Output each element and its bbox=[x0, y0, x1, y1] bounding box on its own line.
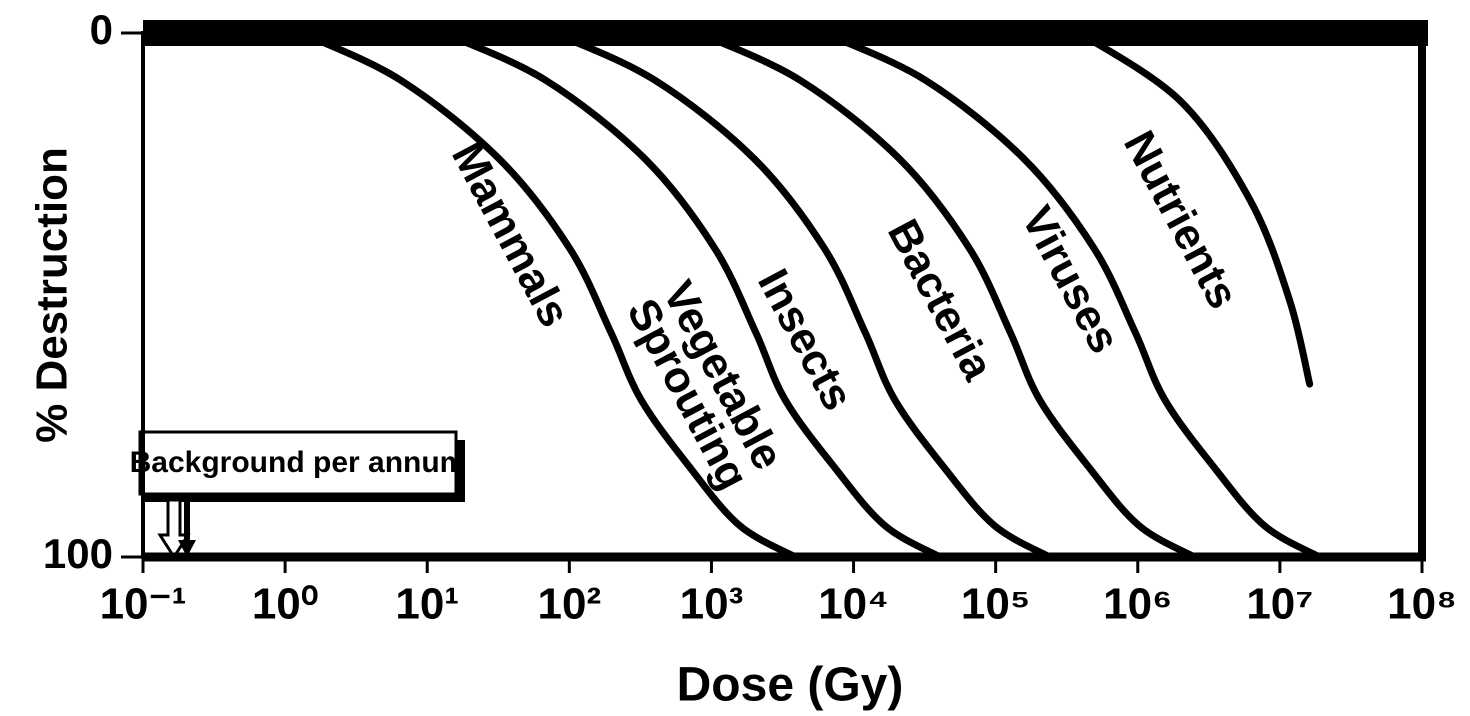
curve bbox=[297, 29, 799, 561]
curve bbox=[550, 29, 1054, 561]
x-tick-label: 10⁸ bbox=[1387, 580, 1457, 629]
annotation-box bbox=[138, 430, 458, 496]
annotation: Background per annum bbox=[130, 446, 467, 479]
x-tick-label: 10⁻¹ bbox=[100, 580, 187, 629]
curve bbox=[820, 29, 1323, 561]
x-tick-label: 10³ bbox=[680, 580, 744, 629]
curve bbox=[1076, 29, 1314, 388]
arrow bbox=[178, 500, 196, 557]
curve bbox=[439, 29, 944, 561]
x-axis-label: Dose (Gy) bbox=[677, 659, 904, 712]
x-tick-label: 10⁴ bbox=[818, 580, 889, 629]
y-tick-label: 100 bbox=[43, 530, 113, 577]
y-axis-label: % Destruction bbox=[28, 147, 77, 443]
y-tick-label: 0 bbox=[90, 6, 113, 53]
x-tick-label: 10⁶ bbox=[1103, 580, 1172, 629]
curve bbox=[694, 29, 1199, 561]
x-tick-label: 10⁵ bbox=[961, 580, 1031, 629]
x-tick-label: 10² bbox=[538, 580, 602, 629]
top-band bbox=[143, 20, 1428, 46]
x-tick-label: 10⁰ bbox=[252, 580, 319, 629]
x-tick-label: 10¹ bbox=[395, 580, 459, 629]
x-tick-label: 10⁷ bbox=[1246, 580, 1313, 629]
